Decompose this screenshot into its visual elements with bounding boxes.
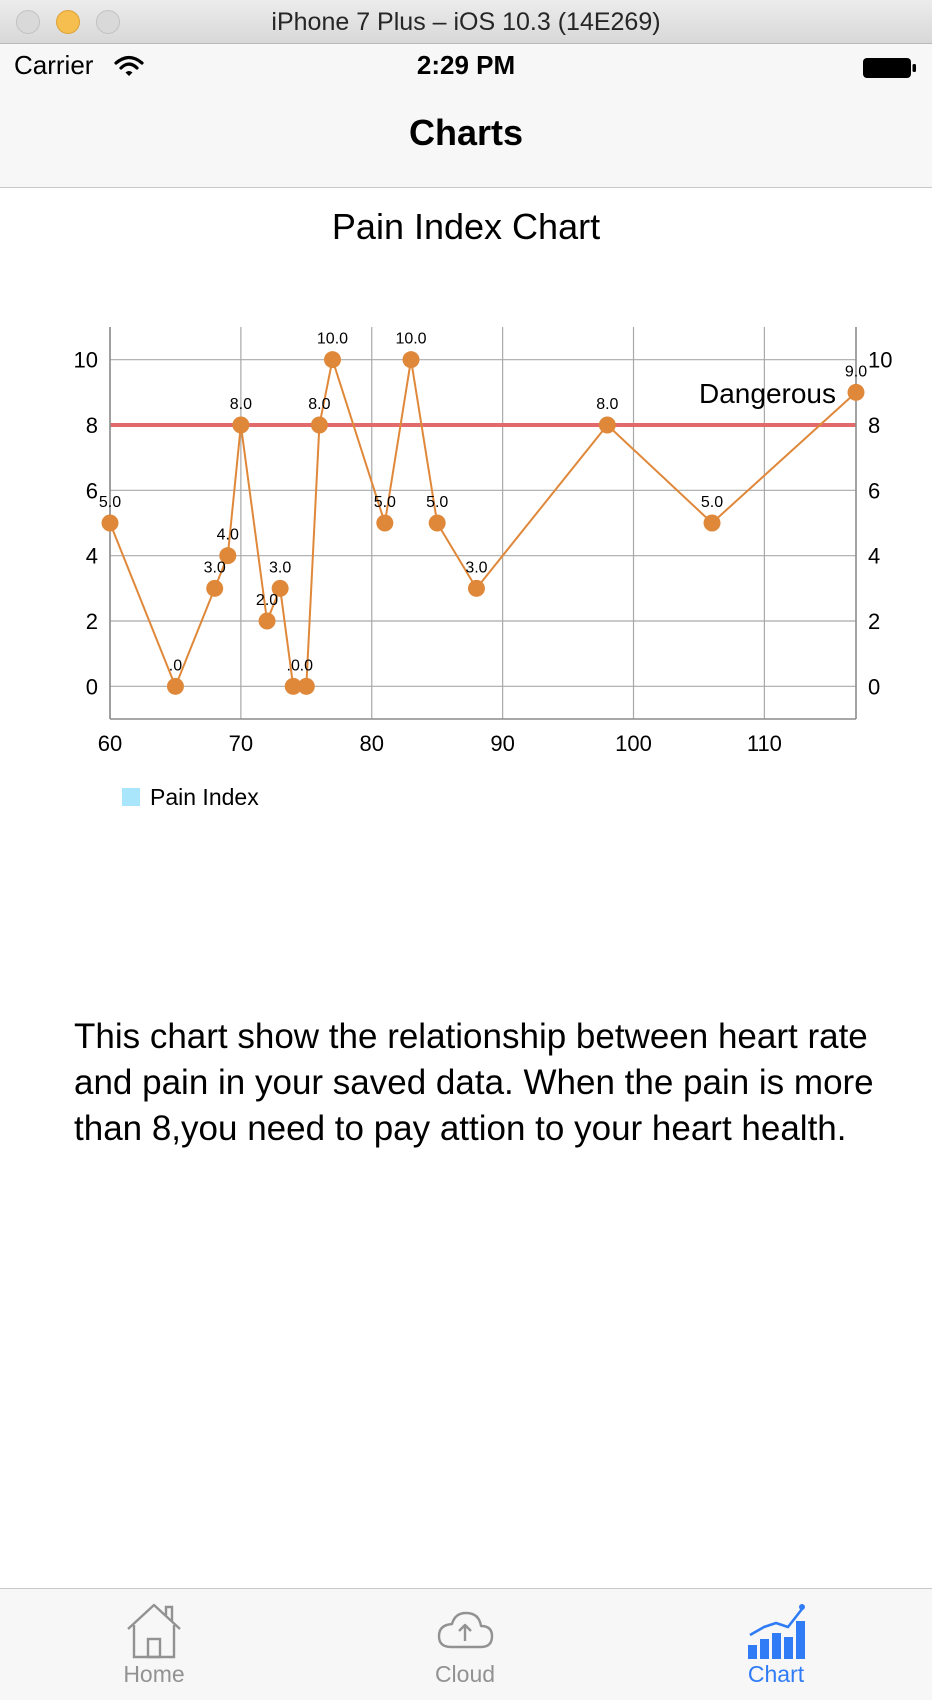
tab-home-label: Home (123, 1661, 185, 1687)
x-tick-100: 100 (615, 731, 652, 756)
wifi-icon (114, 55, 144, 76)
data-label-7: .0 (287, 657, 300, 674)
simulator-titlebar: iPhone 7 Plus – iOS 10.3 (14E269) (0, 0, 932, 44)
data-label-14: 3.0 (465, 559, 487, 576)
data-label-4: 8.0 (230, 396, 252, 413)
chart-title: Pain Index Chart (331, 206, 601, 247)
data-label-6: 3.0 (269, 559, 291, 576)
nav-title: Charts (408, 112, 524, 153)
data-point-2 (206, 579, 224, 597)
y-tick-left-0: 0 (86, 674, 98, 699)
cloud-upload-icon (437, 1611, 494, 1649)
limit-line-label: Dangerous (699, 378, 836, 409)
tab-cloud-label: Cloud (434, 1661, 496, 1687)
data-label-3: 4.0 (217, 527, 239, 544)
data-point-0 (101, 514, 119, 532)
data-label-16: 5.0 (701, 494, 723, 511)
close-window-button[interactable] (16, 10, 40, 34)
x-tick-70: 70 (229, 731, 253, 756)
house-icon (127, 1603, 181, 1659)
data-point-15 (598, 416, 616, 434)
data-point-17 (847, 383, 865, 401)
data-point-5 (258, 612, 276, 630)
data-label-5: 2.0 (256, 592, 278, 609)
carrier-label: Carrier (14, 50, 94, 80)
data-label-0: 5.0 (99, 494, 121, 511)
tab-cloud[interactable]: Cloud (365, 1589, 565, 1700)
tab-chart[interactable]: Chart (676, 1589, 876, 1700)
data-point-7 (284, 677, 302, 695)
tab-home[interactable]: Home (54, 1589, 254, 1700)
data-point-14 (467, 579, 485, 597)
data-point-8 (297, 677, 315, 695)
navigation-bar: Charts (0, 90, 932, 188)
data-point-10 (323, 351, 341, 369)
data-point-1 (166, 677, 184, 695)
data-label-1: .0 (169, 657, 182, 674)
y-tick-right-10: 10 (868, 348, 892, 373)
legend-swatch (122, 788, 140, 806)
pain-index-line-chart: Dangerous 0 0 2 2 4 4 6 6 8 8 10 10 60 70 80 90 100 110 5… (74, 327, 892, 756)
x-tick-110: 110 (747, 731, 782, 756)
data-point-4 (232, 416, 250, 434)
data-label-15: 8.0 (596, 396, 618, 413)
data-label-17: 9.0 (845, 363, 867, 380)
y-tick-right-4: 4 (868, 544, 880, 569)
legend-label: Pain Index (150, 784, 259, 810)
y-tick-left-8: 8 (86, 413, 98, 438)
data-label-2: 3.0 (204, 559, 226, 576)
limit-line-group: Dangerous (110, 378, 856, 427)
data-label-8: .0 (300, 657, 313, 674)
data-label-13: 5.0 (426, 494, 448, 511)
data-label-10: 10.0 (317, 331, 348, 348)
x-tick-80: 80 (360, 731, 384, 756)
x-tick-90: 90 (490, 731, 514, 756)
tab-bar: Home Cloud Chart (0, 1588, 932, 1700)
data-label-9: 8.0 (308, 396, 330, 413)
data-point-16 (703, 514, 721, 532)
chart-description: This chart show the relationship between… (74, 1017, 874, 1148)
data-label-11: 5.0 (374, 494, 396, 511)
status-bar: Carrier 2:29 PM (0, 44, 932, 90)
data-point-11 (376, 514, 394, 532)
data-point-13 (428, 514, 446, 532)
y-tick-left-10: 10 (74, 348, 98, 373)
battery-icon (863, 58, 916, 78)
zoom-window-button[interactable] (96, 10, 120, 34)
chart-axes: 0 0 2 2 4 4 6 6 8 8 10 10 60 70 80 90 100 110 (74, 327, 892, 756)
data-point-9 (310, 416, 328, 434)
y-tick-right-8: 8 (868, 413, 880, 438)
data-point-6 (271, 579, 289, 597)
chart-labels: 5.0.03.04.08.02.03.0.0.08.010.05.010.05.… (99, 331, 867, 675)
y-tick-left-6: 6 (86, 478, 98, 503)
chart-series (101, 351, 865, 695)
minimize-window-button[interactable] (56, 10, 80, 34)
status-time: 2:29 PM (416, 50, 516, 80)
y-tick-left-4: 4 (86, 544, 98, 569)
data-point-12 (402, 351, 420, 369)
y-tick-right-2: 2 (868, 609, 880, 634)
tab-chart-label: Chart (747, 1661, 805, 1687)
y-tick-right-6: 6 (868, 478, 880, 503)
x-tick-60: 60 (98, 731, 122, 756)
simulator-title: iPhone 7 Plus – iOS 10.3 (14E269) (271, 8, 661, 36)
data-point-3 (219, 547, 237, 565)
y-tick-right-0: 0 (868, 674, 880, 699)
data-label-12: 10.0 (395, 331, 426, 348)
bar-chart-icon (748, 1604, 805, 1659)
y-tick-left-2: 2 (86, 609, 98, 634)
